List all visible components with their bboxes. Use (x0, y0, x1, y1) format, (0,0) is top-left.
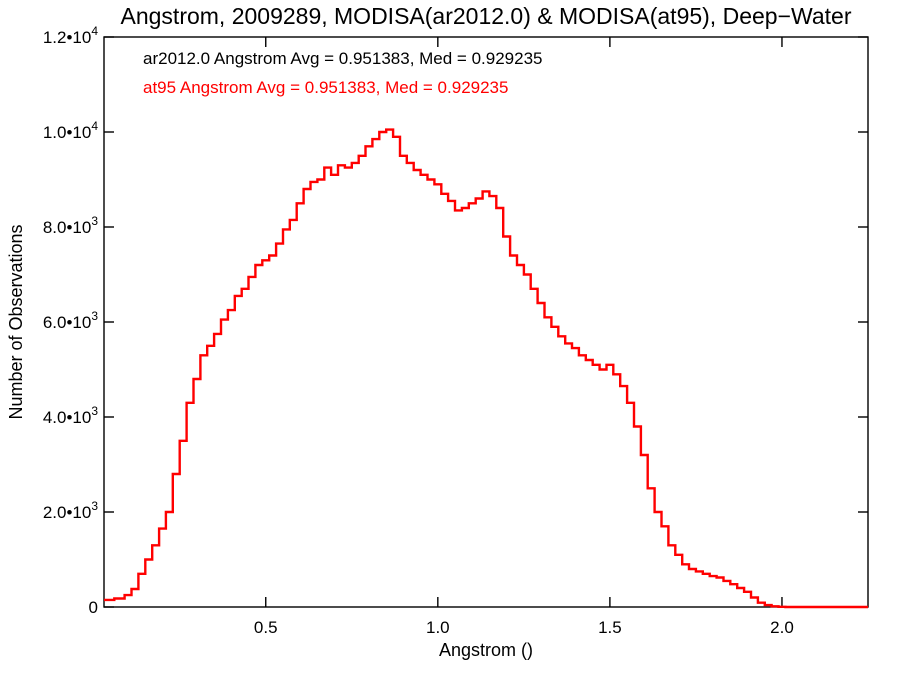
y-tick-label: 0 (89, 598, 98, 617)
chart-title: Angstrom, 2009289, MODISA(ar2012.0) & MO… (121, 3, 852, 29)
y-tick-label: 8.0•103 (43, 214, 99, 237)
x-axis: 0.5 1.0 1.5 2.0 (254, 37, 794, 637)
y-tick-label: 1.0•104 (43, 119, 99, 142)
y-tick-label: 4.0•103 (43, 404, 99, 427)
ar2012-stats-annotation: ar2012.0 Angstrom Avg = 0.951383, Med = … (143, 49, 543, 68)
x-tick-label: 0.5 (254, 618, 278, 637)
histogram-series-line (104, 128, 868, 609)
stats-annotations: ar2012.0 Angstrom Avg = 0.951383, Med = … (143, 49, 543, 97)
y-tick-label: 2.0•103 (43, 499, 99, 522)
x-tick-label: 2.0 (770, 618, 794, 637)
y-axis-label: Number of Observations (6, 224, 26, 419)
y-axis: 0 2.0•103 4.0•103 6.0•103 8.0•103 1.0•104 1.2•… (43, 24, 868, 617)
y-tick-label: 6.0•103 (43, 309, 99, 332)
x-tick-label: 1.0 (426, 618, 450, 637)
x-axis-label: Angstrom () (439, 640, 533, 660)
plot-frame (103, 36, 869, 608)
x-tick-label: 1.5 (598, 618, 622, 637)
y-tick-label: 1.2•104 (43, 24, 99, 47)
at95-stats-annotation: at95 Angstrom Avg = 0.951383, Med = 0.92… (143, 78, 508, 97)
